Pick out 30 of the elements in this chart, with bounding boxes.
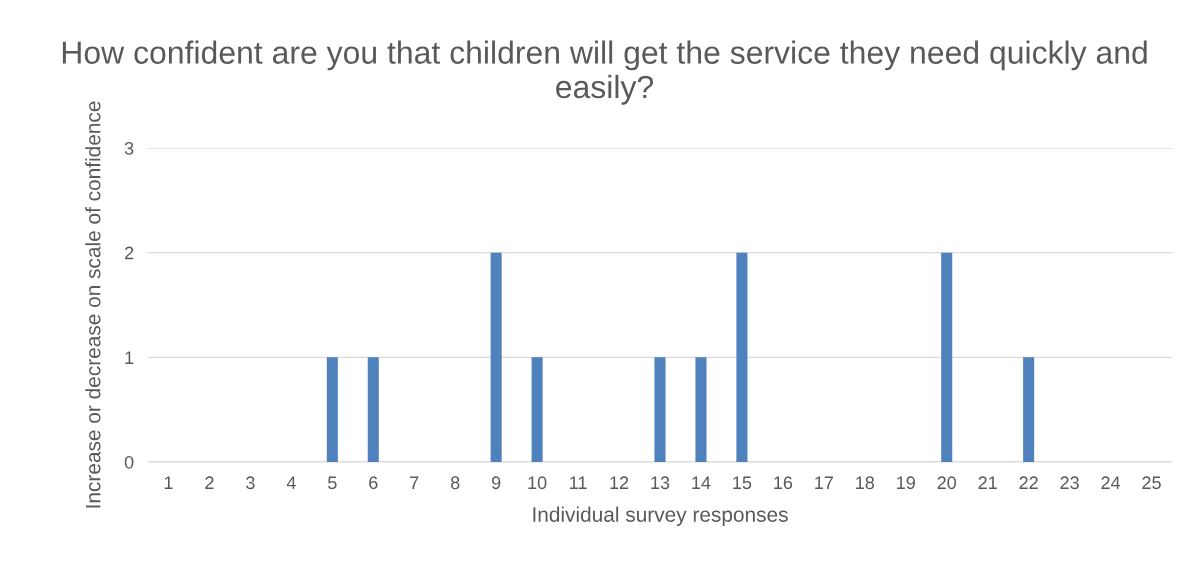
y-tick-label: 1 <box>125 351 134 364</box>
x-tick-label: 21 <box>978 476 997 489</box>
x-tick-label: 25 <box>1142 476 1161 490</box>
x-tick-label: 18 <box>856 476 875 490</box>
x-tick-label: 22 <box>1019 476 1038 489</box>
x-tick-label: 5 <box>328 476 337 490</box>
x-tick-label: 14 <box>692 476 711 489</box>
x-tick-label: 2 <box>205 476 214 489</box>
x-tick-label: 9 <box>491 476 501 490</box>
x-tick-label: 1 <box>164 476 173 489</box>
x-tick-label: 24 <box>1101 476 1121 489</box>
y-tick-label: 3 <box>124 141 134 155</box>
x-tick-label: 8 <box>450 476 460 490</box>
y-tick-label: 2 <box>124 246 134 260</box>
x-axis-title: Individual survey responses <box>533 506 788 527</box>
x-tick-label: 16 <box>774 476 793 490</box>
x-tick-label: 17 <box>815 476 833 489</box>
x-tick-label: 15 <box>733 476 752 490</box>
x-tick-label: 7 <box>410 476 419 489</box>
y-tick-label: 0 <box>124 455 134 469</box>
x-tick-label: 10 <box>528 476 547 490</box>
x-tick-label: 23 <box>1060 476 1079 490</box>
x-tick-label: 19 <box>897 476 915 490</box>
x-tick-label: 6 <box>369 476 378 490</box>
x-tick-label: 4 <box>286 476 296 489</box>
x-tick-label: 20 <box>937 476 957 490</box>
x-tick-label: 3 <box>246 476 255 490</box>
x-tick-label: 12 <box>610 476 629 489</box>
x-tick-label: 11 <box>570 476 587 489</box>
x-tick-label: 13 <box>651 476 670 490</box>
